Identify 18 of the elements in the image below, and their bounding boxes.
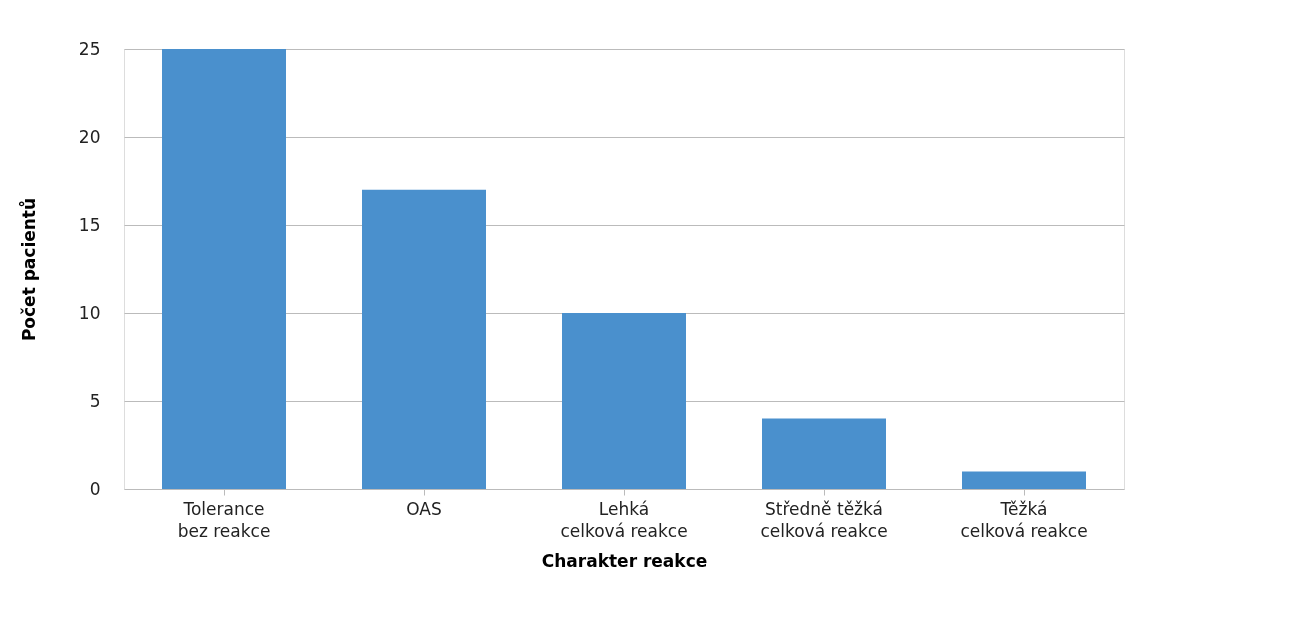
x-tick-label: Těžká celková reakce — [960, 498, 1088, 541]
x-axis-title: Charakter reakce — [541, 550, 708, 571]
y-tick-label: 5 — [89, 390, 101, 411]
x-tick-label: Tolerance bez reakce — [177, 498, 271, 541]
y-tick-label: 20 — [78, 126, 101, 147]
y-tick-label: 15 — [78, 214, 101, 235]
bar — [562, 313, 686, 489]
y-axis-title: Počet pacientů — [17, 197, 39, 342]
bar — [362, 189, 486, 489]
x-tick-label: Lehká celková reakce — [560, 498, 688, 541]
bar — [962, 471, 1086, 489]
y-tick-label: 0 — [89, 478, 101, 499]
bar — [762, 418, 886, 489]
bar — [162, 49, 286, 489]
x-tick-label: OAS — [406, 498, 442, 519]
y-tick-label: 10 — [78, 302, 101, 323]
y-tick-label: 25 — [78, 38, 101, 59]
x-tick-label: Středně těžká celková reakce — [760, 498, 888, 541]
